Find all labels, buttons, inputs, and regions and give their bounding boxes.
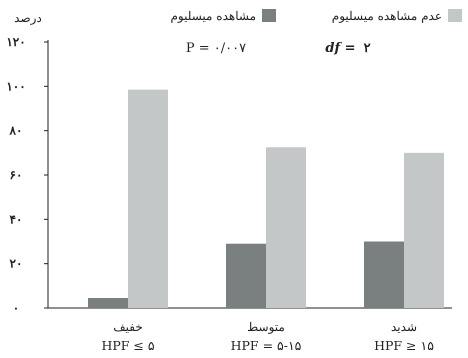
bar-mycelium-observed-1 (226, 243, 266, 308)
x-category-sublabel: HPF ≤ ۵ (101, 338, 154, 353)
y-axis-ticks: ۰ ۲۰ ۴۰ ۶۰ ۸۰ ۱۰۰ ۱۲۰ (6, 35, 48, 315)
y-tick-label: ۱۲۰ (6, 35, 25, 49)
legend-label-mycelium-observed: مشاهده میسلیوم (171, 9, 257, 23)
x-category-label: متوسط (247, 320, 285, 334)
x-category-sublabel: HPF ≥ ۱۵ (374, 338, 434, 353)
x-category-label: خفیف (113, 320, 143, 334)
y-tick-label: ۶۰ (10, 168, 23, 182)
x-axis-labels: خفیف HPF ≤ ۵ متوسط HPF = ۵-۱۵ شدید HPF ≥ ۱۵ (101, 320, 434, 353)
y-tick-label: ۱۰۰ (6, 79, 25, 93)
legend-swatch-mycelium-not-observed (448, 9, 462, 22)
bar-mycelium-observed-0 (88, 298, 128, 308)
df-label: df = (325, 41, 355, 56)
legend: مشاهده میسلیوم عدم مشاهده میسلیوم (171, 9, 462, 23)
y-tick-label: ۴۰ (10, 212, 23, 226)
bar-mycelium-not-observed-0 (128, 89, 168, 309)
y-tick-label: ۲۰ (10, 257, 23, 271)
bar-mycelium-not-observed-2 (404, 152, 444, 308)
bar-mycelium-not-observed-1 (266, 147, 306, 308)
y-tick-label: ۸۰ (9, 124, 23, 138)
legend-label-mycelium-not-observed: عدم مشاهده میسلیوم (332, 9, 442, 23)
p-value-annotation: P = ۰/۰۰۷ (186, 41, 246, 56)
x-category-label: شدید (391, 320, 417, 334)
df-annotation: df = ۲ (325, 41, 370, 56)
bars (88, 89, 444, 309)
bar-mycelium-observed-2 (364, 241, 404, 308)
y-axis-label: درصد (14, 11, 42, 25)
df-value: ۲ (364, 41, 371, 56)
y-tick-label: ۰ (13, 301, 19, 315)
legend-swatch-mycelium-observed (262, 9, 276, 22)
x-category-sublabel: HPF = ۵-۱۵ (231, 338, 302, 353)
